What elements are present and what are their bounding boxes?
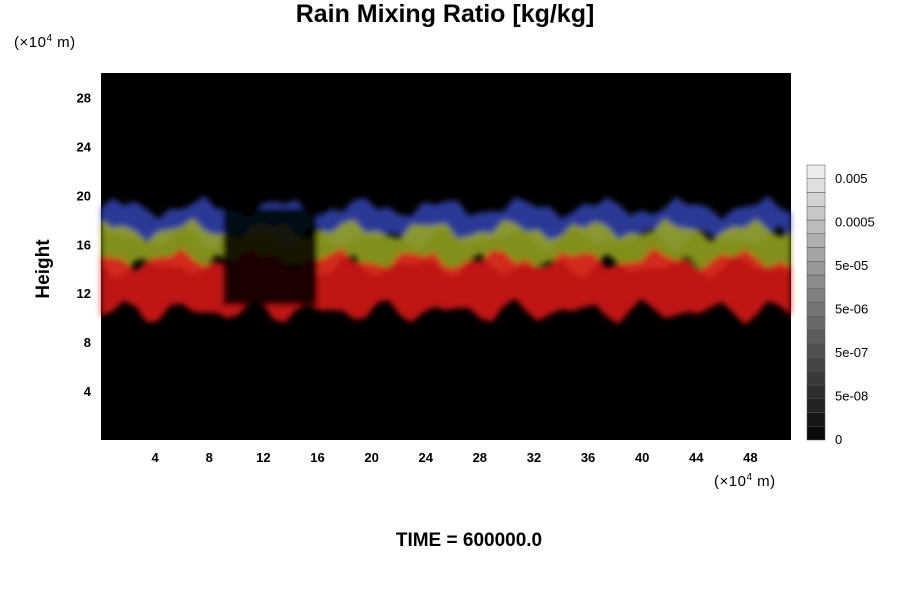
x-tick-label: 44 (689, 450, 704, 465)
y-axis-ticks: 4 8 12 16 20 24 28 (77, 90, 92, 399)
x-tick-label: 32 (527, 450, 541, 465)
colorbar-swatch (806, 398, 826, 413)
y-tick-label: 12 (77, 286, 91, 301)
x-axis-ticks: 4 8 12 16 20 24 28 32 36 40 44 48 (152, 450, 758, 465)
colorbar-swatch (806, 357, 826, 372)
x-tick-label: 16 (310, 450, 324, 465)
x-tick-label: 40 (635, 450, 649, 465)
colorbar-swatch (806, 206, 826, 221)
y-axis-unit: (×104 m) (14, 33, 76, 51)
x-axis-unit: (×104 m) (714, 472, 776, 490)
colorbar-swatch (806, 288, 826, 303)
colorbar-label: 5e-06 (835, 302, 868, 317)
colorbar-swatch (806, 233, 826, 248)
x-tick-label: 28 (473, 450, 487, 465)
colorbar-swatch (806, 302, 826, 317)
colorbar-swatch (806, 426, 826, 441)
colorbar-swatch (806, 412, 826, 427)
y-tick-label: 16 (77, 237, 91, 252)
colorbar-swatch (806, 274, 826, 289)
colorbar-swatch (806, 316, 826, 331)
y-tick-label: 28 (77, 90, 91, 105)
colorbar-label: 0.005 (835, 171, 868, 186)
colorbar-swatch (806, 247, 826, 262)
x-tick-label: 48 (743, 450, 757, 465)
colorbar-swatch (806, 192, 826, 207)
time-footer: TIME = 600000.0 (395, 530, 543, 551)
y-tick-label: 4 (84, 384, 92, 399)
y-tick-label: 20 (77, 188, 91, 203)
colorbar-swatch (806, 178, 826, 193)
x-tick-label: 20 (364, 450, 378, 465)
y-tick-label: 8 (84, 335, 91, 350)
colorbar-swatch (806, 343, 826, 358)
y-tick-label: 24 (77, 139, 92, 154)
colorbar-label: 5e-07 (835, 345, 868, 360)
colorbar-swatch (806, 219, 826, 234)
colorbar-swatch (806, 164, 826, 179)
colorbar-label: 0.0005 (835, 215, 875, 230)
colorbar-label: 5e-05 (835, 258, 868, 273)
data-field (101, 195, 791, 325)
x-tick-label: 24 (418, 450, 433, 465)
x-tick-label: 8 (206, 450, 213, 465)
x-tick-label: 12 (256, 450, 270, 465)
colorbar-label: 0 (835, 432, 842, 447)
colorbar-swatch (806, 329, 826, 344)
x-tick-label: 36 (581, 450, 595, 465)
colorbar-label: 5e-08 (835, 389, 868, 404)
colorbar-swatch (806, 261, 826, 276)
sparse-region (222, 207, 318, 306)
colorbar-swatch (806, 384, 826, 399)
colorbar: 0.005 0.0005 5e-05 5e-06 5e-07 5e-08 0 (806, 164, 875, 447)
colorbar-swatch (806, 371, 826, 386)
chart-title: Rain Mixing Ratio [kg/kg] (295, 0, 595, 28)
x-tick-label: 4 (152, 450, 160, 465)
